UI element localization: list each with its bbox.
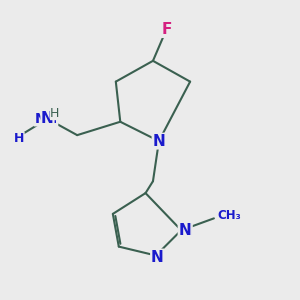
Text: N: N — [178, 223, 191, 238]
Text: H: H — [14, 132, 24, 145]
Text: F: F — [161, 22, 172, 37]
Text: N: N — [152, 134, 165, 148]
Text: CH₃: CH₃ — [218, 209, 241, 222]
Text: NH: NH — [34, 112, 58, 126]
Text: N: N — [179, 223, 192, 238]
Text: F: F — [161, 22, 172, 37]
Text: N: N — [151, 250, 164, 265]
Text: N: N — [152, 134, 165, 148]
Text: H: H — [50, 107, 60, 120]
Text: N: N — [41, 111, 54, 126]
Text: N: N — [151, 250, 164, 265]
